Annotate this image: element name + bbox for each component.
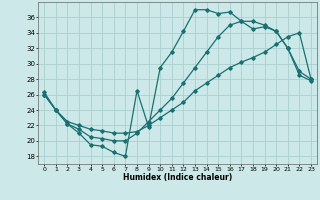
X-axis label: Humidex (Indice chaleur): Humidex (Indice chaleur) <box>123 173 232 182</box>
